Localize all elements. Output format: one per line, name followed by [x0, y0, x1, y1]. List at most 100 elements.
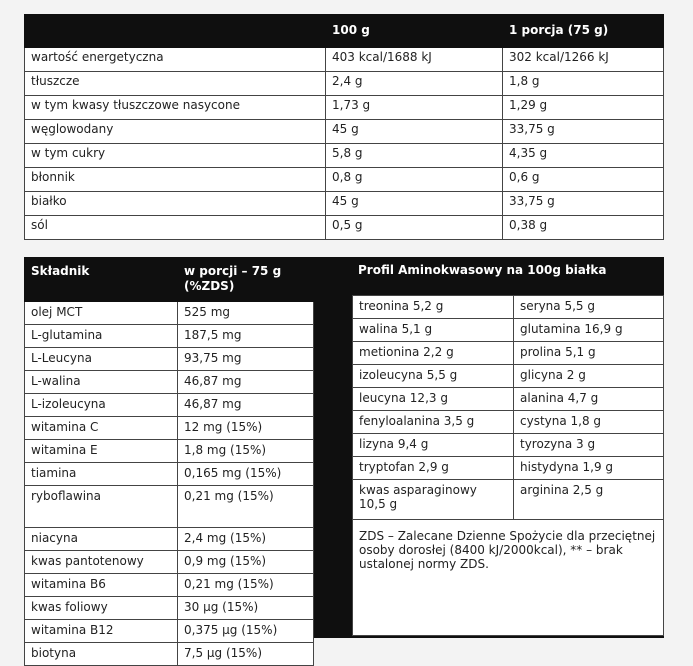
table-row: białko 45 g 33,75 g: [24, 191, 664, 216]
table-row: fenyloalanina 3,5 g cystyna 1,8 g: [352, 410, 664, 434]
table-row: tryptofan 2,9 g histydyna 1,9 g: [352, 456, 664, 480]
amino-acid-right: seryna 5,5 g: [513, 295, 664, 319]
ingredient-name: witamina B12: [24, 619, 178, 643]
ingredient-amount: 187,5 mg: [177, 324, 314, 348]
table-bottom-bar: [314, 636, 664, 638]
nutrient-per-100g: 2,4 g: [325, 71, 503, 96]
table-row: niacyna 2,4 mg (15%): [24, 527, 314, 551]
nutrition-header-100g: 100 g: [325, 14, 503, 48]
ingredient-amount: 1,8 mg (15%): [177, 439, 314, 463]
amino-acid-right: alanina 4,7 g: [513, 387, 664, 411]
table-row: tiamina 0,165 mg (15%): [24, 462, 314, 486]
ingredient-name: L-Leucyna: [24, 347, 178, 371]
table-row: kwas asparaginowy 10,5 g arginina 2,5 g: [352, 479, 664, 522]
ingredient-amount: 0,165 mg (15%): [177, 462, 314, 486]
table-row: witamina B12 0,375 µg (15%): [24, 619, 314, 643]
table-row: L-Leucyna 93,75 mg: [24, 347, 314, 371]
ingredient-name: witamina C: [24, 416, 178, 440]
nutrient-name: błonnik: [24, 167, 326, 192]
amino-acid-right: glutamina 16,9 g: [513, 318, 664, 342]
nutrient-per-100g: 1,73 g: [325, 95, 503, 120]
table-row: olej MCT 525 mg: [24, 301, 314, 325]
nutrient-per-100g: 5,8 g: [325, 143, 503, 168]
table-row: izoleucyna 5,5 g glicyna 2 g: [352, 364, 664, 388]
ingredient-amount: 525 mg: [177, 301, 314, 325]
nutrient-per-portion: 1,8 g: [502, 71, 664, 96]
nutrition-header-row: 100 g 1 porcja (75 g): [24, 14, 664, 48]
nutrient-per-portion: 1,29 g: [502, 95, 664, 120]
table-row: L-izoleucyna 46,87 mg: [24, 393, 314, 417]
table-row: wartość energetyczna 403 kcal/1688 kJ 302 …: [24, 47, 664, 72]
table-row: treonina 5,2 g seryna 5,5 g: [352, 295, 664, 319]
nutrient-per-portion: 4,35 g: [502, 143, 664, 168]
amino-acid-left: kwas asparaginowy 10,5 g: [352, 479, 514, 522]
table-row: lizyna 9,4 g tyrozyna 3 g: [352, 433, 664, 457]
ingredient-amount: 0,9 mg (15%): [177, 550, 314, 574]
amino-acid-right: glicyna 2 g: [513, 364, 664, 388]
table-row: biotyna 7,5 µg (15%): [24, 642, 314, 666]
ingredients-header-name: Składnik: [24, 257, 178, 302]
amino-acid-right: histydyna 1,9 g: [513, 456, 664, 480]
ingredient-amount: 7,5 µg (15%): [177, 642, 314, 666]
table-row: ryboflawina 0,21 mg (15%): [24, 485, 314, 528]
table-row: sól 0,5 g 0,38 g: [24, 215, 664, 240]
amino-profile-title: Profil Aminokwasowy na 100g białka: [352, 257, 664, 295]
ingredient-amount: 46,87 mg: [177, 393, 314, 417]
nutrient-name: w tym kwasy tłuszczowe nasycone: [24, 95, 326, 120]
ingredient-amount: 2,4 mg (15%): [177, 527, 314, 551]
ingredient-name: witamina E: [24, 439, 178, 463]
nutrition-header-label: [24, 14, 326, 48]
table-row: węglowodany 45 g 33,75 g: [24, 119, 664, 144]
table-row: w tym cukry 5,8 g 4,35 g: [24, 143, 664, 168]
ingredient-name: L-walina: [24, 370, 178, 394]
ingredient-name: olej MCT: [24, 301, 178, 325]
ingredient-name: tiamina: [24, 462, 178, 486]
amino-acid-left: tryptofan 2,9 g: [352, 456, 514, 480]
table-row: witamina C 12 mg (15%): [24, 416, 314, 440]
table-row: L-walina 46,87 mg: [24, 370, 314, 394]
nutrient-name: sól: [24, 215, 326, 240]
ingredient-amount: 30 µg (15%): [177, 596, 314, 620]
nutrient-per-100g: 45 g: [325, 191, 503, 216]
table-row: błonnik 0,8 g 0,6 g: [24, 167, 664, 192]
amino-acid-left: treonina 5,2 g: [352, 295, 514, 319]
nutrient-name: w tym cukry: [24, 143, 326, 168]
ingredients-table: Składnik w porcji – 75 g (%ZDS) olej MCT…: [24, 257, 314, 666]
nutrition-table: 100 g 1 porcja (75 g) wartość energetycz…: [24, 14, 664, 240]
table-row: leucyna 12,3 g alanina 4,7 g: [352, 387, 664, 411]
nutrient-per-portion: 33,75 g: [502, 119, 664, 144]
nutrient-per-100g: 0,5 g: [325, 215, 503, 240]
table-row: metionina 2,2 g prolina 5,1 g: [352, 341, 664, 365]
amino-acid-right: cystyna 1,8 g: [513, 410, 664, 434]
ingredient-name: niacyna: [24, 527, 178, 551]
zds-footnote: ZDS – Zalecane Dzienne Spożycie dla prze…: [352, 519, 664, 636]
table-row: tłuszcze 2,4 g 1,8 g: [24, 71, 664, 96]
nutrient-name: tłuszcze: [24, 71, 326, 96]
ingredient-amount: 0,21 mg (15%): [177, 573, 314, 597]
table-row: w tym kwasy tłuszczowe nasycone 1,73 g 1,2…: [24, 95, 664, 120]
table-row: witamina E 1,8 mg (15%): [24, 439, 314, 463]
ingredient-amount: 0,21 mg (15%): [177, 485, 314, 528]
ingredient-name: ryboflawina: [24, 485, 178, 528]
ingredient-name: L-glutamina: [24, 324, 178, 348]
nutrient-per-portion: 33,75 g: [502, 191, 664, 216]
table-row: L-glutamina 187,5 mg: [24, 324, 314, 348]
ingredient-amount: 0,375 µg (15%): [177, 619, 314, 643]
amino-acid-left: walina 5,1 g: [352, 318, 514, 342]
nutrient-per-portion: 0,38 g: [502, 215, 664, 240]
table-row: kwas pantotenowy 0,9 mg (15%): [24, 550, 314, 574]
nutrient-name: wartość energetyczna: [24, 47, 326, 72]
table-row: walina 5,1 g glutamina 16,9 g: [352, 318, 664, 342]
amino-acid-right: prolina 5,1 g: [513, 341, 664, 365]
ingredients-header-amount: w porcji – 75 g (%ZDS): [177, 257, 314, 302]
nutrition-header-portion: 1 porcja (75 g): [502, 14, 664, 48]
ingredient-name: L-izoleucyna: [24, 393, 178, 417]
ingredient-amount: 12 mg (15%): [177, 416, 314, 440]
ingredient-name: kwas pantotenowy: [24, 550, 178, 574]
amino-acid-left: leucyna 12,3 g: [352, 387, 514, 411]
table-row: kwas foliowy 30 µg (15%): [24, 596, 314, 620]
nutrient-name: węglowodany: [24, 119, 326, 144]
ingredient-name: biotyna: [24, 642, 178, 666]
nutrient-per-portion: 0,6 g: [502, 167, 664, 192]
